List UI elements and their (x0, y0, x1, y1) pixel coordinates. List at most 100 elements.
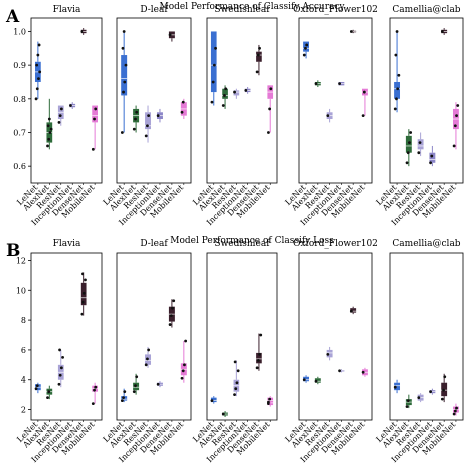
data-point (156, 114, 160, 118)
subplot-flavia: Flavia0.60.70.80.91.0LeNetAlexNetResNetI… (13, 5, 103, 227)
box-inceptionnet (244, 87, 251, 94)
data-point (146, 357, 149, 361)
data-point (49, 127, 53, 131)
box-mobilenet (452, 403, 459, 416)
box-densenet (255, 333, 263, 371)
data-point (144, 134, 148, 138)
data-point (58, 114, 62, 118)
y-tick-label: 8 (21, 316, 26, 325)
data-point (234, 387, 238, 391)
box-body (350, 308, 357, 313)
box-densenet (80, 272, 87, 316)
box-body (405, 135, 412, 153)
box-body (210, 397, 217, 403)
data-point (93, 388, 96, 392)
box-body (256, 352, 262, 364)
data-point (269, 87, 273, 91)
data-point (233, 90, 236, 94)
subplot-frame (116, 17, 192, 184)
data-point (429, 390, 432, 394)
data-point (244, 88, 248, 92)
data-point (233, 360, 237, 364)
box-lenet (393, 379, 401, 394)
data-point (146, 124, 149, 128)
box-resnet (57, 348, 64, 388)
data-point (326, 352, 330, 356)
data-point (302, 53, 306, 57)
data-point (144, 363, 148, 367)
data-point (171, 306, 174, 310)
box-body (256, 51, 262, 62)
data-point (135, 110, 139, 114)
data-point (181, 369, 185, 373)
data-point (168, 33, 172, 37)
data-point (123, 390, 127, 394)
box-densenet (349, 306, 357, 315)
data-point (132, 390, 136, 394)
data-point (35, 384, 39, 388)
data-point (121, 46, 125, 50)
data-point (91, 147, 95, 151)
subplot-frame (389, 252, 464, 421)
box-alexnet (405, 394, 412, 409)
box-body (145, 112, 152, 130)
data-point (440, 397, 444, 401)
data-point (314, 82, 318, 86)
subplot-frame (298, 252, 373, 421)
data-point (120, 399, 124, 403)
data-point (58, 373, 62, 377)
box-mobilenet (180, 98, 187, 120)
data-point (409, 131, 413, 134)
box-mobilenet (361, 88, 368, 118)
data-point (120, 131, 124, 134)
box-lenet (302, 375, 310, 383)
data-point (135, 375, 139, 379)
data-point (57, 382, 61, 386)
data-point (81, 272, 84, 276)
subplot-frame (206, 17, 278, 184)
data-point (393, 107, 397, 111)
data-point (147, 114, 151, 118)
data-point (221, 104, 225, 107)
box-densenet (80, 28, 87, 35)
data-point (37, 43, 41, 47)
data-point (181, 100, 185, 104)
box-mobilenet (180, 339, 188, 383)
box-body (394, 382, 401, 391)
data-point (132, 127, 136, 131)
data-point (393, 385, 397, 389)
box-body (222, 88, 228, 99)
subplot-oxford-flower102: Oxford_Flower102LeNetAlexNetResNetIncept… (283, 5, 377, 227)
data-point (84, 278, 87, 282)
subplot-frame (298, 17, 373, 184)
data-point (180, 110, 184, 114)
data-point (305, 43, 309, 47)
data-point (221, 412, 225, 416)
box-alexnet (46, 385, 53, 400)
chart-a: A Model Performance of Classify Accuracy F… (5, 2, 464, 227)
data-point (455, 114, 458, 118)
y-tick-label: 0.6 (13, 162, 26, 171)
data-point (314, 379, 318, 383)
data-point (180, 376, 184, 380)
data-point (408, 141, 411, 144)
data-point (304, 46, 307, 50)
data-point (258, 352, 261, 356)
subplot-frame (30, 252, 103, 421)
data-point (210, 399, 214, 403)
data-point (91, 402, 95, 405)
box-lenet (34, 382, 41, 394)
data-point (122, 396, 125, 400)
data-point (406, 399, 410, 403)
chart-title: Model Performance of Classify Accuracy (159, 2, 345, 12)
data-point (338, 369, 341, 373)
data-point (80, 312, 84, 316)
data-point (361, 370, 365, 374)
box-lenet (120, 30, 128, 134)
data-point (94, 385, 98, 389)
data-point (122, 30, 126, 33)
subplot-title: Swedishleaf (214, 5, 270, 15)
box-resnet (57, 105, 64, 126)
y-tick-label: 4 (21, 376, 26, 385)
data-point (395, 30, 399, 33)
